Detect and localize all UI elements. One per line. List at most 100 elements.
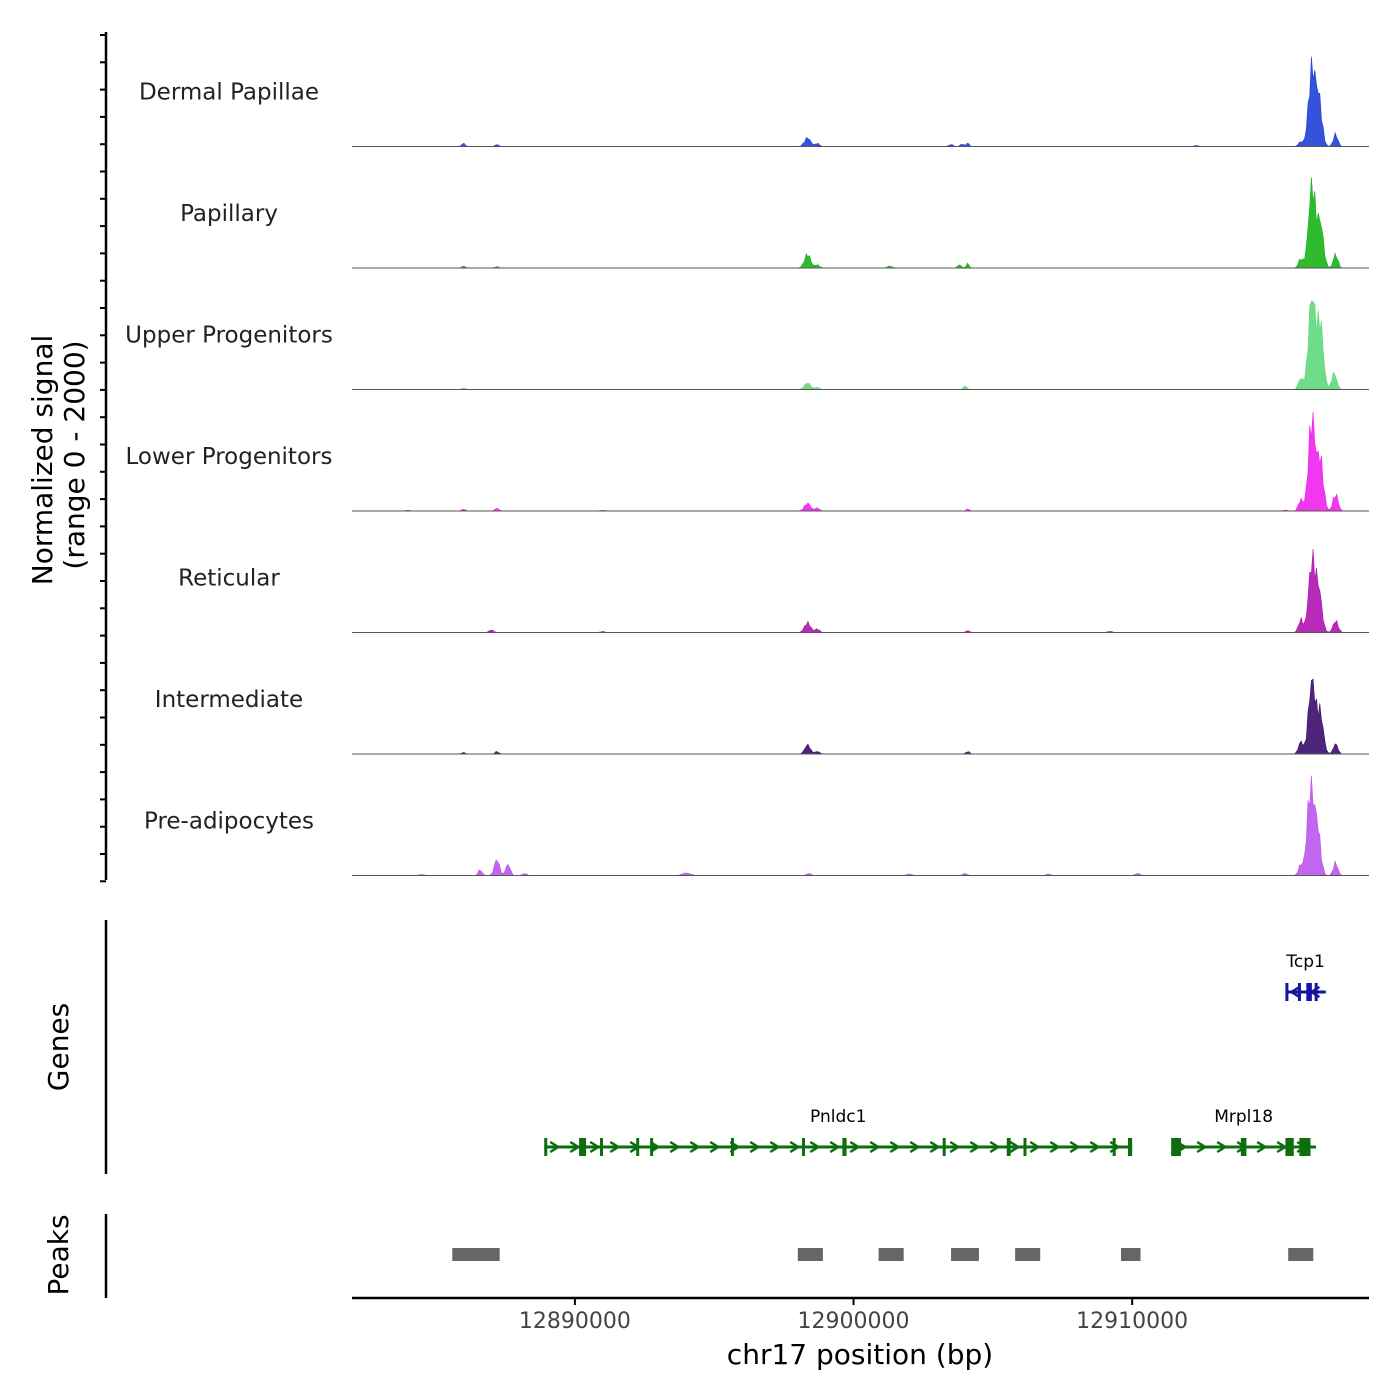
gene-exon: [842, 1138, 847, 1156]
strand-arrow: [789, 1140, 801, 1154]
x-tick-label: 12890000: [519, 1309, 631, 1334]
coverage-area: [352, 177, 1369, 269]
peak-region: [951, 1248, 979, 1261]
peak-regions: [452, 1248, 1314, 1261]
strand-arrow: [1276, 1140, 1288, 1154]
peak-region: [1015, 1248, 1041, 1261]
peak-region: [878, 1248, 904, 1261]
strand-arrow: [769, 1140, 781, 1154]
track-upper-progenitors: Upper Progenitors: [125, 300, 1369, 390]
coverage-area: [352, 411, 1369, 512]
track-lower-progenitors: Lower Progenitors: [126, 411, 1369, 512]
strand-arrow: [849, 1140, 861, 1154]
strand-arrow: [589, 1140, 601, 1154]
track-label: Intermediate: [155, 687, 303, 713]
gene-exon: [1297, 983, 1301, 1001]
gene-annotations: Tcp1 Pnldc1 Mrpl18: [544, 952, 1326, 1156]
track-label: Upper Progenitors: [125, 323, 333, 349]
gene-exon: [544, 1138, 548, 1156]
gene-exon: [650, 1138, 654, 1156]
coverage-area: [352, 56, 1369, 147]
x-tick-label: 12910000: [1076, 1309, 1188, 1334]
peak-region: [469, 1248, 500, 1261]
peak-region: [452, 1248, 470, 1261]
strand-arrow: [749, 1140, 761, 1154]
gene-exon: [1285, 1138, 1294, 1156]
strand-arrow: [869, 1140, 881, 1154]
strand-arrow: [889, 1140, 901, 1154]
coverage-area: [352, 548, 1369, 633]
strand-arrow: [1196, 1140, 1208, 1154]
gene-exon: [579, 1138, 587, 1156]
gene-exon: [1306, 983, 1312, 1001]
gene-exon: [1171, 1138, 1181, 1156]
strand-arrow: [1049, 1140, 1061, 1154]
strand-arrow: [809, 1140, 821, 1154]
strand-arrow: [549, 1140, 561, 1154]
gene-exon: [1023, 1138, 1027, 1156]
gene-exon: [1314, 983, 1318, 1001]
strand-arrow: [609, 1140, 621, 1154]
peak-region: [1288, 1248, 1314, 1261]
track-pre-adipocytes: Pre-adipocytes: [144, 775, 1369, 876]
gene-mrpl18: Mrpl18: [1171, 1107, 1317, 1156]
gene-exon: [1112, 1138, 1116, 1156]
gene-tcp1: Tcp1: [1285, 952, 1326, 1001]
strand-arrow: [1089, 1140, 1101, 1154]
track-papillary: Papillary: [180, 177, 1369, 269]
strand-arrow: [989, 1140, 1001, 1154]
strand-arrow: [1029, 1140, 1041, 1154]
strand-arrow: [1009, 1140, 1021, 1154]
strand-arrow: [929, 1140, 941, 1154]
strand-arrow: [1289, 985, 1301, 999]
y-axis-title-line1: Normalized signal: [26, 335, 59, 586]
coverage-area: [352, 300, 1369, 390]
track-label: Dermal Papillae: [139, 80, 319, 106]
gene-label: Pnldc1: [810, 1107, 866, 1127]
gene-exon: [599, 1138, 603, 1156]
strand-arrow: [1216, 1140, 1228, 1154]
signal-axis-ticks: [100, 34, 106, 883]
track-label: Reticular: [178, 566, 280, 592]
gene-exon: [1127, 1138, 1133, 1156]
strand-arrow: [909, 1140, 921, 1154]
peaks-panel-label: Peaks: [42, 1214, 75, 1295]
x-tick-label: 12900000: [798, 1309, 910, 1334]
gene-exon: [942, 1138, 946, 1156]
coverage-tracks: Dermal Papillae Papillary Upper Progenitor…: [125, 56, 1369, 876]
strand-arrow: [969, 1140, 981, 1154]
gene-exon: [1299, 1138, 1311, 1156]
gene-label: Mrpl18: [1214, 1107, 1273, 1127]
strand-arrow: [1256, 1140, 1268, 1154]
strand-arrow: [689, 1140, 701, 1154]
strand-arrow: [569, 1140, 581, 1154]
strand-arrow: [949, 1140, 961, 1154]
coverage-area: [352, 775, 1369, 876]
gene-label: Tcp1: [1285, 952, 1324, 972]
strand-arrow: [829, 1140, 841, 1154]
strand-arrow: [669, 1140, 681, 1154]
gene-exon: [1240, 1138, 1247, 1156]
track-dermal-papillae: Dermal Papillae: [139, 56, 1369, 147]
track-intermediate: Intermediate: [155, 678, 1369, 755]
gene-exon: [730, 1138, 734, 1156]
strand-arrow: [709, 1140, 721, 1154]
gene-exon: [1006, 1138, 1011, 1156]
gene-pnldc1: Pnldc1: [544, 1107, 1133, 1156]
y-axis-title-line2: (range 0 - 2000): [58, 340, 91, 569]
genes-panel-label: Genes: [42, 1003, 75, 1091]
peak-region: [1121, 1248, 1141, 1261]
track-label: Pre-adipocytes: [144, 809, 314, 835]
peak-region: [797, 1248, 823, 1261]
track-label: Papillary: [180, 201, 278, 227]
strand-arrow: [1069, 1140, 1081, 1154]
track-reticular: Reticular: [178, 548, 1369, 633]
gene-exon: [636, 1138, 640, 1156]
x-axis-ticks: 12890000 12900000 12910000: [519, 1298, 1188, 1334]
gene-exon: [801, 1138, 805, 1156]
gene-exon: [1285, 983, 1289, 1001]
track-label: Lower Progenitors: [126, 444, 333, 470]
x-axis-title: chr17 position (bp): [727, 1338, 993, 1371]
coverage-area: [352, 678, 1369, 755]
